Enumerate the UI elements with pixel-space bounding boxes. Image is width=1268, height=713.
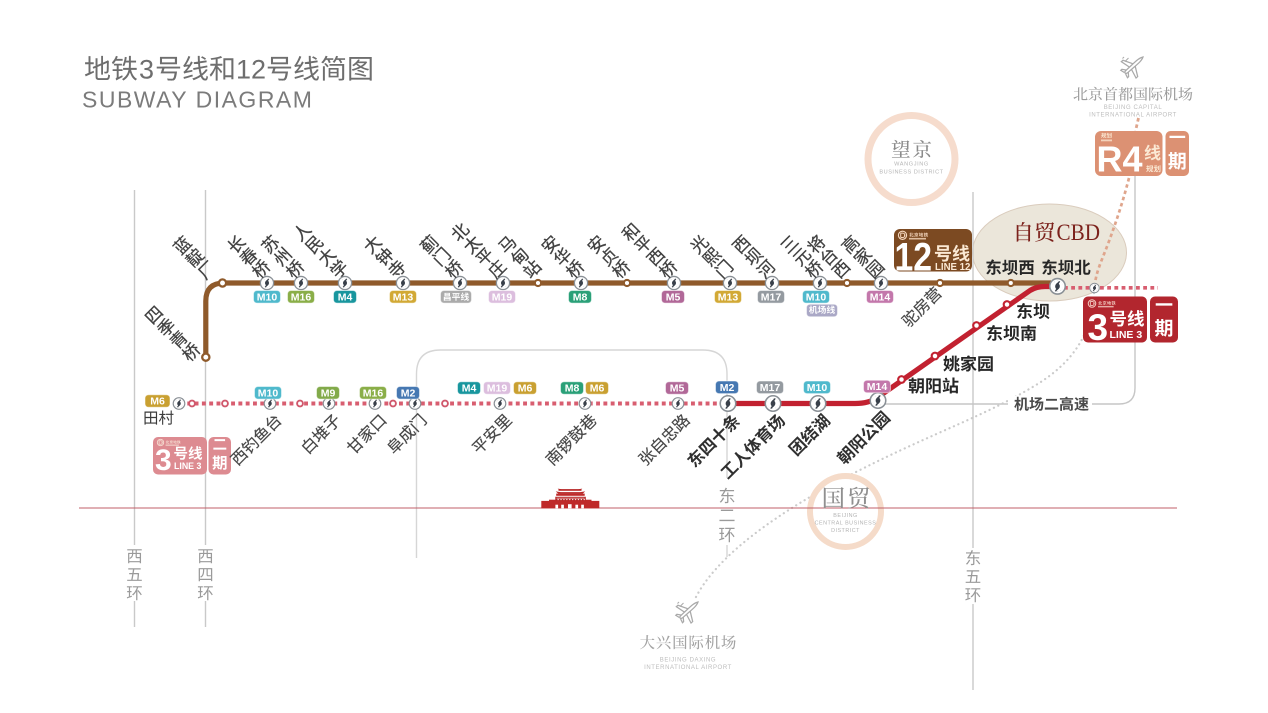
svg-text:12: 12: [236, 55, 266, 85]
svg-text:DISTRICT: DISTRICT: [831, 528, 860, 534]
svg-text:M13: M13: [718, 291, 739, 303]
svg-text:12: 12: [895, 234, 933, 279]
svg-text:M8: M8: [573, 291, 588, 303]
svg-text:LINE 3: LINE 3: [1110, 329, 1143, 341]
svg-text:M2: M2: [401, 387, 416, 399]
svg-text:WANGJING: WANGJING: [894, 162, 929, 168]
svg-text:M4: M4: [338, 291, 353, 303]
svg-text:M14: M14: [867, 381, 888, 393]
svg-text:3: 3: [1088, 307, 1109, 348]
svg-text:SUBWAY DIAGRAM: SUBWAY DIAGRAM: [82, 87, 313, 113]
svg-text:M10: M10: [807, 382, 828, 394]
svg-text:M9: M9: [321, 387, 336, 399]
svg-text:M13: M13: [393, 291, 414, 303]
svg-text:3: 3: [155, 444, 172, 477]
svg-text:BEIJING DAXING: BEIJING DAXING: [660, 658, 716, 664]
svg-text:M10: M10: [258, 387, 279, 399]
svg-text:CENTRAL BUSINESS: CENTRAL BUSINESS: [815, 521, 877, 527]
svg-text:M5: M5: [666, 291, 681, 303]
svg-text:M8: M8: [565, 383, 580, 395]
svg-text:M10: M10: [806, 291, 827, 303]
svg-text:M2: M2: [720, 382, 735, 394]
svg-text:M6: M6: [590, 383, 605, 395]
svg-text:M4: M4: [462, 383, 477, 395]
svg-text:INTERNATIONAL AIRPORT: INTERNATIONAL AIRPORT: [1089, 113, 1177, 119]
svg-text:BEIJING CAPITAL: BEIJING CAPITAL: [1104, 105, 1163, 111]
svg-text:R4: R4: [1097, 139, 1143, 180]
svg-text:M16: M16: [291, 291, 312, 303]
svg-text:BEIJING: BEIJING: [833, 513, 857, 519]
svg-text:M14: M14: [870, 291, 891, 303]
svg-text:CBD: CBD: [1057, 219, 1101, 245]
svg-text:M6: M6: [150, 396, 165, 408]
svg-text:LINE 3: LINE 3: [174, 461, 201, 471]
svg-text:M19: M19: [487, 383, 508, 395]
svg-text:M10: M10: [257, 291, 278, 303]
svg-text:3: 3: [139, 55, 154, 85]
svg-text:INTERNATIONAL AIRPORT: INTERNATIONAL AIRPORT: [644, 665, 732, 671]
svg-text:M17: M17: [760, 382, 781, 394]
svg-text:M6: M6: [518, 383, 533, 395]
svg-text:LINE 12: LINE 12: [935, 262, 971, 273]
svg-text:BUSINESS DISTRICT: BUSINESS DISTRICT: [879, 170, 943, 176]
svg-text:M16: M16: [363, 387, 384, 399]
svg-text:M17: M17: [761, 291, 782, 303]
svg-text:M19: M19: [492, 291, 513, 303]
svg-text:M5: M5: [670, 383, 685, 395]
